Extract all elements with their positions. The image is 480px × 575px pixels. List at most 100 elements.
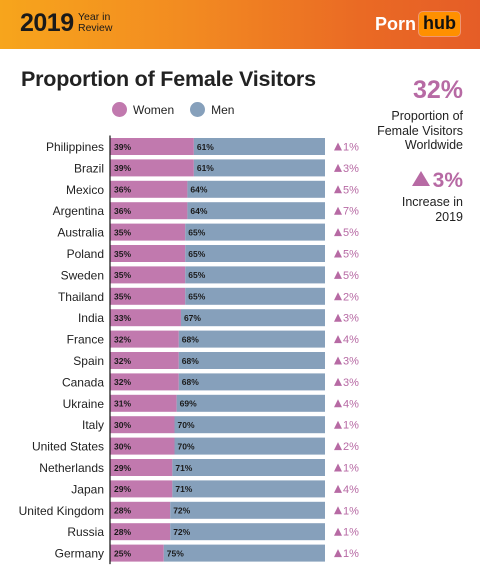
men-value-label: 65% bbox=[188, 249, 205, 259]
men-value-label: 69% bbox=[180, 399, 197, 409]
category-label: United States bbox=[32, 440, 104, 454]
bar-women bbox=[110, 202, 188, 220]
change-label: 5% bbox=[343, 249, 359, 261]
men-value-label: 68% bbox=[182, 356, 199, 366]
category-label: United Kingdom bbox=[19, 504, 104, 518]
women-value-label: 39% bbox=[114, 163, 131, 173]
up-arrow-icon bbox=[334, 549, 342, 558]
category-label: Germany bbox=[55, 547, 104, 561]
up-arrow-icon bbox=[334, 399, 342, 408]
bar-women bbox=[110, 480, 173, 498]
year-label: 2019 bbox=[20, 9, 74, 37]
category-label: Mexico bbox=[66, 183, 104, 197]
change-label: 2% bbox=[343, 291, 359, 303]
bar-men bbox=[172, 459, 325, 476]
header-banner: 2019 Year in Review Porn hub bbox=[0, 0, 480, 49]
chart-title: Proportion of Female Visitors bbox=[21, 67, 316, 91]
women-value-label: 32% bbox=[114, 377, 131, 387]
women-value-label: 29% bbox=[114, 484, 131, 494]
legend-item-men: Men bbox=[190, 102, 234, 117]
up-arrow-icon bbox=[334, 335, 342, 344]
up-arrow-icon bbox=[334, 206, 342, 215]
legend-item-women: Women bbox=[112, 102, 174, 117]
up-arrow-icon bbox=[334, 185, 342, 194]
bar-women bbox=[110, 544, 164, 562]
men-value-label: 71% bbox=[175, 484, 192, 494]
men-value-label: 61% bbox=[197, 163, 214, 173]
proportion-value: 32% bbox=[412, 76, 463, 104]
women-value-label: 31% bbox=[114, 399, 131, 409]
category-label: Ukraine bbox=[63, 397, 105, 411]
category-label: Spain bbox=[73, 354, 104, 368]
category-label: Philippines bbox=[46, 140, 104, 154]
women-value-label: 36% bbox=[114, 206, 131, 216]
up-arrow-icon bbox=[334, 506, 342, 515]
year-in-review-label: Year in Review bbox=[78, 12, 122, 34]
men-value-label: 65% bbox=[188, 227, 205, 237]
bar-women bbox=[110, 330, 179, 348]
category-label: Thailand bbox=[58, 290, 104, 304]
change-label: 2% bbox=[343, 441, 359, 453]
change-label: 4% bbox=[343, 398, 359, 410]
change-label: 3% bbox=[343, 163, 359, 175]
up-arrow-icon bbox=[334, 142, 342, 151]
change-label: 1% bbox=[343, 463, 359, 475]
bar-women bbox=[110, 523, 171, 541]
men-value-label: 70% bbox=[178, 441, 195, 451]
up-arrow-icon bbox=[334, 484, 342, 493]
men-value-label: 70% bbox=[178, 420, 195, 430]
category-label: Japan bbox=[71, 482, 104, 496]
up-arrow-icon bbox=[334, 377, 342, 386]
year-in-review-text: Year in Review bbox=[78, 11, 113, 34]
women-value-label: 32% bbox=[114, 334, 131, 344]
women-value-label: 29% bbox=[114, 463, 131, 473]
men-swatch bbox=[190, 102, 206, 117]
up-arrow-icon bbox=[334, 228, 342, 237]
category-label: Poland bbox=[67, 247, 104, 261]
logo-part1: Porn bbox=[374, 13, 416, 34]
bar-women bbox=[110, 223, 186, 241]
change-label: 1% bbox=[343, 420, 359, 432]
change-label: 1% bbox=[343, 505, 359, 517]
bar-women bbox=[110, 352, 179, 369]
up-arrow-icon bbox=[334, 356, 342, 365]
category-label: Canada bbox=[62, 375, 104, 389]
proportion-label: Proportion of Female Visitors Worldwide bbox=[377, 109, 463, 152]
legend-label-women: Women bbox=[133, 102, 175, 117]
up-arrow-icon bbox=[334, 463, 342, 472]
women-value-label: 28% bbox=[114, 506, 131, 516]
change-label: 4% bbox=[343, 334, 359, 346]
logo-part2: hub bbox=[419, 12, 460, 36]
change-label: 5% bbox=[343, 184, 359, 196]
bar-men bbox=[163, 544, 325, 562]
men-value-label: 64% bbox=[190, 185, 207, 195]
men-value-label: 61% bbox=[197, 142, 214, 152]
up-arrow-icon bbox=[334, 270, 342, 279]
bar-men bbox=[170, 523, 325, 541]
men-value-label: 68% bbox=[182, 377, 199, 387]
category-label: India bbox=[78, 311, 104, 325]
increase-stat: 3% bbox=[323, 169, 463, 193]
up-arrow-icon bbox=[334, 420, 342, 429]
up-arrow-icon bbox=[411, 171, 430, 186]
up-arrow-icon bbox=[334, 249, 342, 258]
women-value-label: 39% bbox=[114, 142, 131, 152]
up-arrow-icon bbox=[334, 292, 342, 301]
women-value-label: 35% bbox=[114, 227, 131, 237]
pornhub-logo: Porn hub bbox=[375, 11, 460, 37]
change-label: 3% bbox=[343, 313, 359, 325]
up-arrow-icon bbox=[334, 313, 342, 322]
up-arrow-icon bbox=[334, 163, 342, 172]
men-value-label: 72% bbox=[173, 527, 190, 537]
bar-women bbox=[110, 287, 186, 305]
bar-women bbox=[110, 309, 181, 327]
category-label: France bbox=[67, 333, 105, 347]
bar-women bbox=[110, 394, 177, 412]
men-value-label: 68% bbox=[182, 334, 199, 344]
men-value-label: 67% bbox=[184, 313, 201, 323]
up-arrow-icon bbox=[334, 442, 342, 451]
bar-women bbox=[110, 138, 194, 155]
bar-men bbox=[180, 309, 325, 327]
bar-women bbox=[110, 245, 186, 262]
bar-women bbox=[110, 266, 186, 284]
